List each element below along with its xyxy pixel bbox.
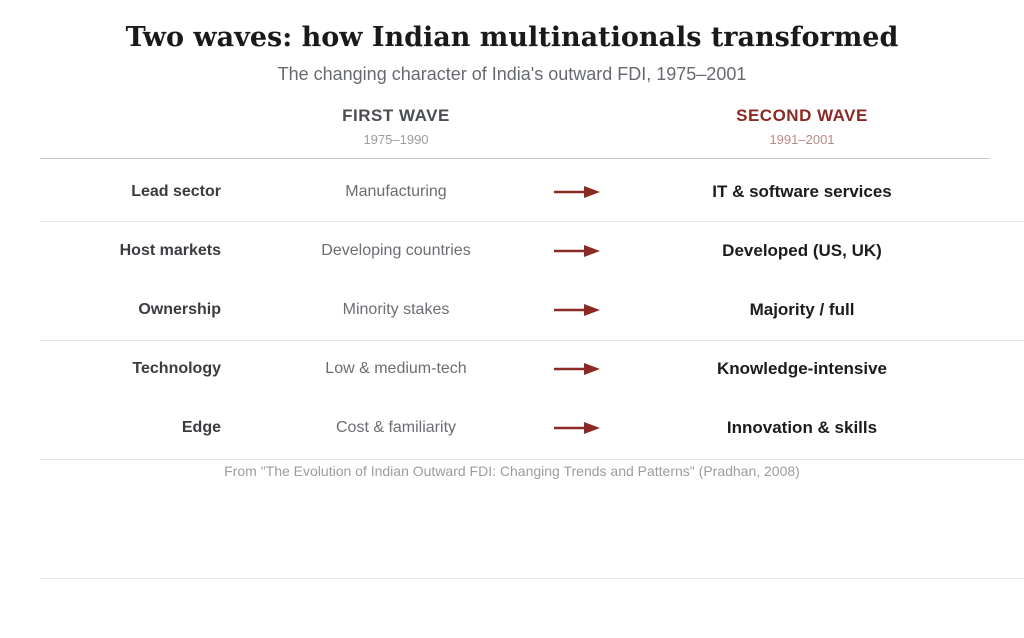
first-wave-value: Developing countries [321,242,471,259]
row-label: Host markets [119,242,221,259]
table-row: Ownership Minority stakes Majority / ful… [0,281,1024,340]
page-title: Two waves: how Indian multinationals tra… [125,22,899,53]
right-arrow-icon [554,304,600,316]
comparison-table: Lead sector Manufacturing IT & software … [0,163,1024,458]
first-wave-header: FIRST WAVE 1975–1990 [266,106,526,147]
second-wave-title: SECOND WAVE [736,106,868,125]
row-divider [40,578,1024,638]
first-wave-value: Cost & familiarity [335,419,457,436]
second-wave-value: Developed (US, UK) [722,241,882,260]
row-label: Ownership [138,301,221,318]
table-row: Edge Cost & familiarity Innovation & ski… [0,399,1024,458]
second-wave-value: Innovation & skills [726,418,878,437]
right-arrow-icon [554,363,600,375]
table-row: Lead sector Manufacturing IT & software … [0,163,1024,222]
table-row: Technology Low & medium-tech Knowledge-i… [0,340,1024,399]
first-wave-value: Low & medium-tech [325,360,467,377]
page-subtitle: The changing character of India's outwar… [277,64,747,84]
row-label: Edge [181,419,221,436]
table-row: Host markets Developing countries Develo… [0,222,1024,281]
row-label: Technology [132,360,221,377]
right-arrow-icon [554,186,600,198]
second-wave-value: IT & software services [712,182,892,201]
right-arrow-icon [554,422,600,434]
first-wave-years: 1975–1990 [363,132,429,147]
row-divider [40,340,1024,400]
second-wave-header: SECOND WAVE 1991–2001 [672,106,932,147]
row-label: Lead sector [131,183,221,200]
second-wave-years: 1991–2001 [769,132,835,147]
first-wave-value: Minority stakes [342,301,450,318]
right-arrow-icon [554,245,600,257]
first-wave-title: FIRST WAVE [342,106,450,125]
row-divider [40,459,1024,519]
row-divider [40,221,1024,281]
first-wave-value: Manufacturing [345,183,447,200]
source-note: From "The Evolution of Indian Outward FD… [224,463,800,479]
second-wave-value: Knowledge-intensive [716,359,888,378]
second-wave-value: Majority / full [749,300,855,319]
header-divider [40,158,990,159]
